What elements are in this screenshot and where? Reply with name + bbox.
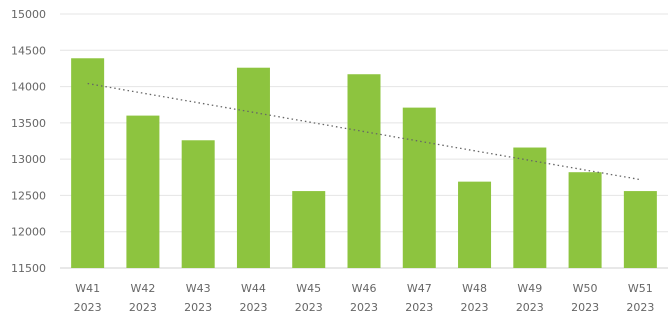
x-tick-label-year: 2023 (461, 301, 489, 314)
x-tick-label-year: 2023 (405, 301, 433, 314)
x-tick-label-year: 2023 (516, 301, 544, 314)
x-tick-label-year: 2023 (350, 301, 378, 314)
x-tick-label-year: 2023 (626, 301, 654, 314)
x-tick-label-year: 2023 (295, 301, 323, 314)
bar (236, 67, 270, 269)
x-tick-label-week: W49 (517, 282, 542, 295)
bar (126, 115, 160, 268)
y-tick-label: 13500 (11, 117, 46, 130)
x-tick-label-year: 2023 (184, 301, 212, 314)
y-tick-label: 11500 (11, 262, 46, 275)
y-tick-label: 12500 (11, 189, 46, 202)
y-tick-label: 15000 (11, 8, 46, 21)
y-tick-label: 14500 (11, 44, 46, 57)
x-axis-labels: W41 2023 W42 2023 W43 2023 W44 2023 W45 2023 W46 20… (74, 282, 655, 314)
bar (623, 191, 657, 268)
x-tick-label-week: W44 (241, 282, 266, 295)
x-tick-label-week: W48 (462, 282, 487, 295)
x-tick-label-week: W46 (352, 282, 377, 295)
y-tick-label: 13000 (11, 153, 46, 166)
x-tick-label-week: W50 (573, 282, 598, 295)
bar (513, 147, 547, 268)
bar (458, 181, 492, 268)
bar (292, 191, 326, 268)
y-tick-label: 12000 (11, 226, 46, 239)
x-tick-label-year: 2023 (129, 301, 157, 314)
y-axis-labels: 11500 12000 12500 13000 13500 14000 14500 15000 (11, 8, 46, 275)
bar-series (71, 58, 657, 269)
x-tick-label-year: 2023 (239, 301, 267, 314)
y-tick-label: 14000 (11, 81, 46, 94)
x-tick-label-week: W41 (75, 282, 100, 295)
bar (181, 140, 215, 268)
x-tick-label-week: W45 (296, 282, 321, 295)
bar (402, 107, 436, 268)
bar (71, 58, 105, 268)
x-tick-label-week: W42 (130, 282, 155, 295)
x-tick-label-week: W43 (186, 282, 211, 295)
x-tick-label-year: 2023 (74, 301, 102, 314)
x-tick-label-year: 2023 (571, 301, 599, 314)
bar (568, 172, 602, 268)
x-tick-label-week: W47 (407, 282, 432, 295)
bar (347, 74, 381, 268)
x-tick-label-week: W51 (628, 282, 653, 295)
